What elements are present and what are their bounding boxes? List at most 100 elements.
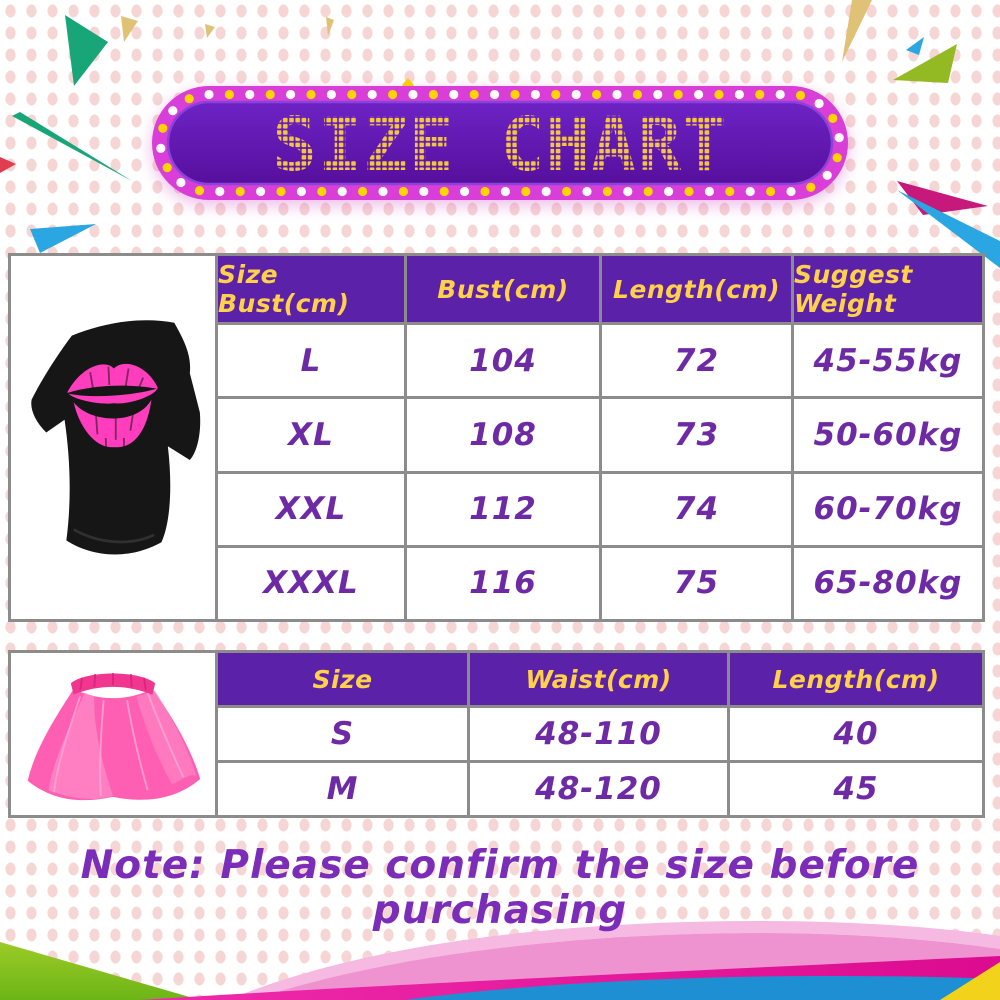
- marquee-bulb: [766, 186, 776, 197]
- shirt-cell-size: XXL: [218, 473, 404, 545]
- shirt-cell-weight: 45-55kg: [794, 325, 982, 397]
- tutu-cell-length: 45: [730, 763, 982, 815]
- marquee-bulb: [834, 133, 844, 143]
- shirt-cell-bust: 112: [407, 473, 599, 545]
- marquee-bulb: [469, 89, 479, 100]
- confetti-tan-sliver: [326, 17, 334, 36]
- tutu-cell-length: 40: [730, 708, 982, 760]
- marquee-bulb: [500, 186, 510, 197]
- marquee-bulb: [734, 89, 745, 100]
- marquee-bulb: [775, 89, 785, 100]
- marquee-bulb: [623, 186, 633, 197]
- marquee-lights: [156, 89, 844, 197]
- shirt-image: [31, 319, 201, 554]
- confetti-tan-sliver: [121, 16, 138, 42]
- banner-panel: [166, 100, 834, 186]
- marquee-bulb: [162, 163, 172, 173]
- confetti-tan-sliver: [842, 0, 872, 62]
- marquee-bulb: [296, 186, 306, 197]
- marquee-bulb: [814, 98, 824, 109]
- confetti-red-sliver: [0, 157, 16, 173]
- marquee-bulb: [795, 90, 806, 100]
- shirt-cell-bust: 104: [407, 325, 599, 397]
- marquee-bulb: [673, 89, 683, 100]
- tutu-cell-size: S: [218, 708, 467, 760]
- marquee-bulb: [245, 89, 255, 100]
- marquee-bulb: [194, 186, 205, 196]
- marquee-bulb: [326, 89, 336, 100]
- marquee-bulb: [265, 89, 275, 100]
- marquee-bulb: [215, 186, 225, 197]
- tutu-cell-size: M: [218, 763, 467, 815]
- confetti-teal-sliver: [12, 112, 132, 181]
- marquee-bulb: [806, 182, 816, 192]
- marquee-bulb: [306, 89, 316, 100]
- marquee-bulb: [510, 89, 520, 100]
- wave-pink: [252, 933, 1000, 1000]
- confetti-blue-triangle: [30, 224, 96, 253]
- shirt-cell-bust: 108: [407, 399, 599, 471]
- tutu-size-table: Size Waist(cm) Length(cm) S 48-110 40 M …: [8, 650, 985, 818]
- wave-blue: [405, 975, 1000, 1000]
- marquee-bulb: [694, 89, 704, 100]
- marquee-bulb: [235, 186, 245, 197]
- marquee-bulb: [419, 186, 429, 197]
- confetti-teal-triangle: [65, 15, 108, 86]
- confetti-olive-triangle: [893, 44, 957, 83]
- shirt-cell-length: 75: [602, 547, 791, 619]
- shirt-cell-bust: 116: [407, 547, 599, 619]
- marquee-bulb: [745, 186, 755, 197]
- marquee-bulb: [714, 89, 724, 100]
- marquee-bulb: [755, 89, 765, 100]
- marquee-bulb: [156, 143, 166, 153]
- marquee-bulb: [204, 89, 214, 100]
- marquee-bulb: [398, 186, 408, 197]
- shirt-cell-weight: 60-70kg: [794, 473, 982, 545]
- marquee-bulb: [317, 186, 327, 197]
- marquee-bulb: [408, 89, 418, 100]
- confetti-magenta-triangle: [897, 181, 988, 215]
- shirt-size-table: Size Bust(cm) Bust(cm) Length(cm) Sugges…: [8, 253, 985, 622]
- marquee-bulb: [664, 186, 674, 197]
- lips-texture: [89, 366, 145, 456]
- shirt-col-header-bust: Bust(cm): [407, 256, 599, 322]
- shirt-photo-cell: [11, 256, 215, 619]
- marquee-bulb: [428, 89, 438, 100]
- shirt-cell-size: XL: [218, 399, 404, 471]
- marquee-bulb: [367, 89, 377, 100]
- marquee-bulb: [632, 89, 642, 100]
- marquee-bulb: [276, 186, 286, 197]
- marquee-bulb: [643, 186, 653, 197]
- confetti-tan-sliver: [205, 24, 215, 38]
- shirt-cell-size: L: [218, 325, 404, 397]
- marquee-bulb: [612, 89, 622, 100]
- marquee-bulb: [828, 113, 838, 123]
- marquee-bulb: [460, 186, 470, 197]
- shirt-cell-length: 74: [602, 473, 791, 545]
- marquee-bulb: [684, 186, 694, 197]
- marquee-bulb: [347, 89, 357, 100]
- marquee-bulb: [832, 153, 842, 163]
- marquee-bulb: [822, 170, 832, 180]
- marquee-bulb: [158, 123, 168, 133]
- tutu-cell-waist: 48-120: [470, 763, 727, 815]
- marquee-bulb: [521, 186, 531, 197]
- shirt-col-header-weight: Suggest Weight: [794, 256, 982, 322]
- tutu-col-header-size: Size: [218, 653, 467, 705]
- tutu-tulle-lines: [53, 692, 185, 796]
- note-text: Note: Please confirm the size before pur…: [80, 843, 920, 933]
- marquee-bulb: [480, 186, 490, 197]
- confetti-blue-sliver: [906, 37, 924, 55]
- marquee-bulb: [562, 186, 572, 197]
- tutu-col-header-length: Length(cm): [730, 653, 982, 705]
- marquee-bulb: [551, 89, 561, 100]
- size-chart-banner: SIZE CHART: [152, 86, 848, 200]
- tutu-waistband-gathers: [79, 673, 147, 691]
- marquee-bulb: [286, 89, 296, 100]
- marquee-bulb: [256, 186, 266, 197]
- marquee-bulb: [337, 186, 347, 197]
- marquee-bulb: [582, 186, 592, 197]
- marquee-bulb: [786, 186, 796, 197]
- tutu-cell-waist: 48-110: [470, 708, 727, 760]
